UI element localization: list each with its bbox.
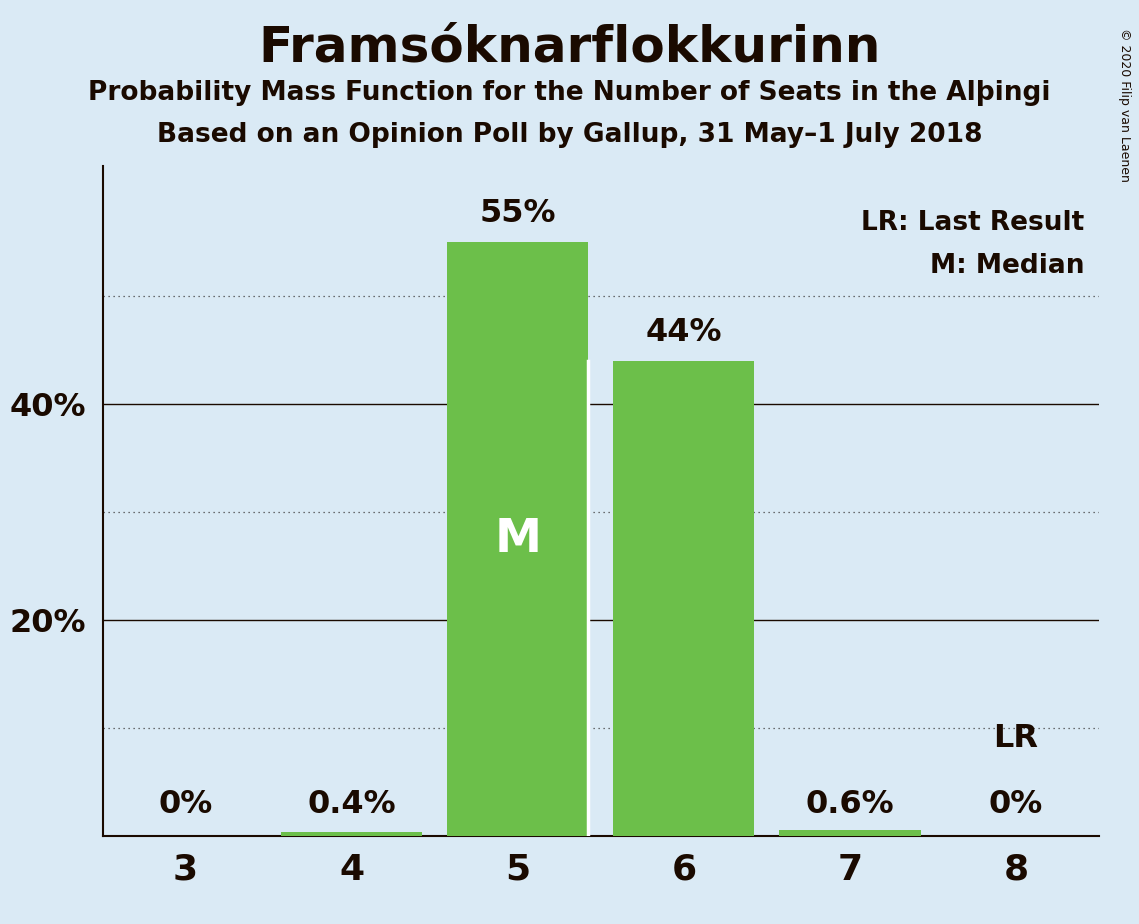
Text: 0.6%: 0.6% [805,789,894,820]
Text: 0%: 0% [158,789,213,820]
Text: Probability Mass Function for the Number of Seats in the Alþingi: Probability Mass Function for the Number… [88,80,1051,106]
Text: M: M [494,517,541,562]
Bar [448,242,589,836]
Text: LR: LR [993,723,1039,755]
Text: 0.4%: 0.4% [308,789,396,820]
Bar [779,830,920,836]
Text: 0%: 0% [989,789,1043,820]
Bar [281,832,423,836]
Text: 44%: 44% [646,317,722,347]
Text: Framsóknarflokkurinn: Framsóknarflokkurinn [259,23,880,71]
Bar [613,360,754,836]
Text: Based on an Opinion Poll by Gallup, 31 May–1 July 2018: Based on an Opinion Poll by Gallup, 31 M… [157,122,982,148]
Text: M: Median: M: Median [929,253,1084,279]
Text: 55%: 55% [480,198,556,229]
Text: LR: Last Result: LR: Last Result [861,210,1084,236]
Text: © 2020 Filip van Laenen: © 2020 Filip van Laenen [1118,28,1131,182]
